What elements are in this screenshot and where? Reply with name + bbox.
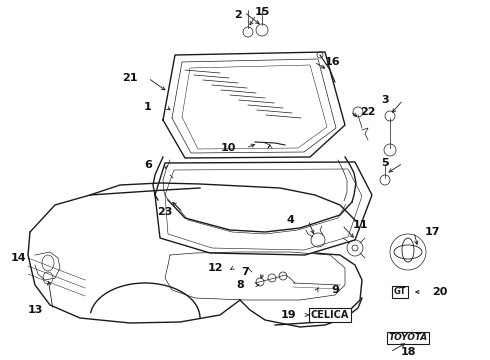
Text: 3: 3 xyxy=(381,95,389,105)
Text: 11: 11 xyxy=(352,220,368,230)
Text: 21: 21 xyxy=(122,73,138,83)
Text: 23: 23 xyxy=(157,207,172,217)
Text: 13: 13 xyxy=(27,305,43,315)
Text: 7: 7 xyxy=(241,267,249,277)
Text: 8: 8 xyxy=(236,280,244,290)
Text: 22: 22 xyxy=(360,107,376,117)
Text: 1: 1 xyxy=(144,102,152,112)
Text: 18: 18 xyxy=(400,347,416,357)
Text: 17: 17 xyxy=(424,227,440,237)
Text: 12: 12 xyxy=(207,263,223,273)
Text: 6: 6 xyxy=(144,160,152,170)
Text: GT: GT xyxy=(393,288,406,297)
Text: 19: 19 xyxy=(280,310,296,320)
Text: 10: 10 xyxy=(220,143,236,153)
Text: 2: 2 xyxy=(234,10,242,20)
Text: CELICA: CELICA xyxy=(311,310,349,320)
Text: 4: 4 xyxy=(286,215,294,225)
Text: 20: 20 xyxy=(432,287,448,297)
Text: 16: 16 xyxy=(324,57,340,67)
Text: TOYOTA: TOYOTA xyxy=(389,333,428,342)
Text: 15: 15 xyxy=(254,7,270,17)
Text: 5: 5 xyxy=(381,158,389,168)
Text: 9: 9 xyxy=(331,285,339,295)
Text: 14: 14 xyxy=(10,253,26,263)
